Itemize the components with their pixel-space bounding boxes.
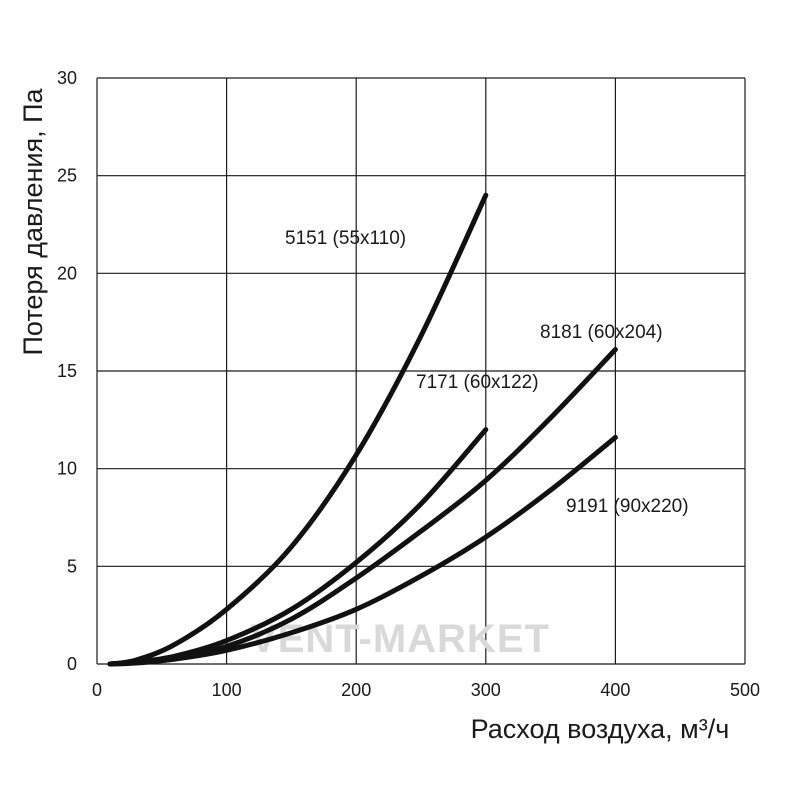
x-tick-label-4: 400	[600, 680, 630, 700]
x-tick-label-1: 100	[212, 680, 242, 700]
y-tick-label-6: 30	[57, 68, 77, 88]
series-label-0: 5151 (55x110)	[285, 228, 406, 249]
series-line-3	[107, 434, 618, 667]
y-tick-label-4: 20	[57, 263, 77, 283]
y-tick-label-1: 5	[67, 556, 77, 576]
y-tick-label-5: 25	[57, 166, 77, 186]
chart-grid	[96, 77, 746, 665]
watermark: VENT-MARKET	[250, 617, 550, 661]
x-tick-labels: 0 100 200 300 400 500	[92, 680, 760, 700]
x-tick-label-0: 0	[92, 680, 102, 700]
y-tick-label-3: 15	[57, 361, 77, 381]
y-tick-labels: 0 5 10 15 20 25 30	[57, 68, 77, 674]
series-label-2: 8181 (60x204)	[540, 322, 663, 343]
y-tick-label-0: 0	[67, 654, 77, 674]
x-tick-label-2: 200	[341, 680, 371, 700]
y-axis-title: Потеря давления, Па	[18, 87, 48, 355]
x-tick-label-5: 500	[730, 680, 760, 700]
series-labels: 5151 (55x110) 7171 (60x122) 8181 (60x204) 9…	[285, 228, 689, 517]
series-label-3: 9191 (90x220)	[566, 496, 689, 517]
series-label-1: 7171 (60x122)	[416, 372, 539, 393]
x-axis-title: Расход воздуха, м³/ч	[471, 714, 730, 744]
y-tick-label-2: 10	[57, 459, 77, 479]
series-line-0	[107, 192, 489, 667]
x-tick-label-3: 300	[471, 680, 501, 700]
chart-series	[107, 192, 618, 667]
